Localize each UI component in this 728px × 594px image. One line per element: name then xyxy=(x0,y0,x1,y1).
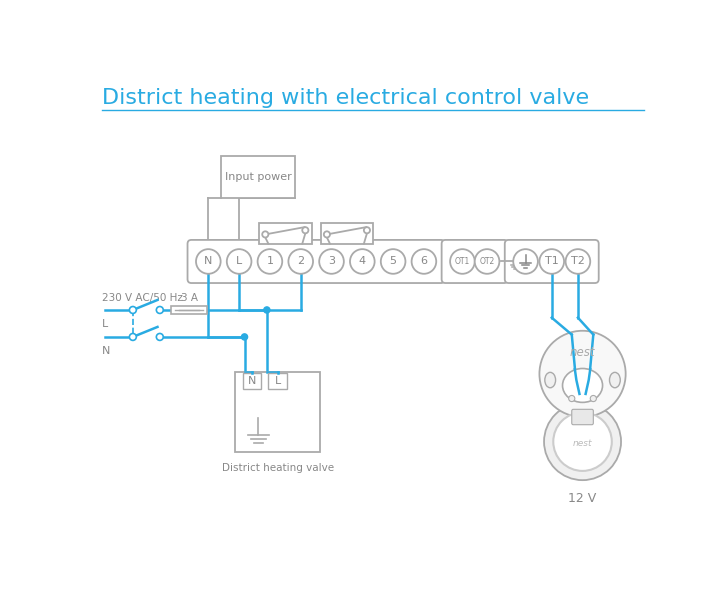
Circle shape xyxy=(264,307,270,313)
Circle shape xyxy=(258,249,282,274)
Circle shape xyxy=(566,249,590,274)
Circle shape xyxy=(157,307,163,314)
Text: T1: T1 xyxy=(545,257,558,267)
Text: 3 A: 3 A xyxy=(181,293,197,303)
Text: 4: 4 xyxy=(359,257,366,267)
FancyBboxPatch shape xyxy=(221,156,295,198)
FancyBboxPatch shape xyxy=(269,373,287,388)
Circle shape xyxy=(319,249,344,274)
Ellipse shape xyxy=(545,372,555,388)
FancyBboxPatch shape xyxy=(442,240,508,283)
Circle shape xyxy=(364,227,370,233)
Text: N: N xyxy=(248,376,256,386)
Text: OT2: OT2 xyxy=(480,257,495,266)
Text: OT1: OT1 xyxy=(455,257,470,266)
Text: 2: 2 xyxy=(297,257,304,267)
Circle shape xyxy=(302,227,309,233)
Text: nest: nest xyxy=(570,346,596,359)
Circle shape xyxy=(590,396,596,402)
Circle shape xyxy=(350,249,375,274)
Circle shape xyxy=(513,249,538,274)
FancyBboxPatch shape xyxy=(235,372,320,453)
Text: T2: T2 xyxy=(571,257,585,267)
Text: N: N xyxy=(102,346,111,356)
FancyBboxPatch shape xyxy=(321,223,373,244)
Circle shape xyxy=(130,307,136,314)
Circle shape xyxy=(553,412,612,471)
Circle shape xyxy=(196,249,221,274)
Text: District heating with electrical control valve: District heating with electrical control… xyxy=(102,89,589,108)
Circle shape xyxy=(475,249,499,274)
Text: District heating valve: District heating valve xyxy=(221,463,333,473)
Text: 230 V AC/50 Hz: 230 V AC/50 Hz xyxy=(102,293,183,304)
Circle shape xyxy=(539,249,564,274)
Circle shape xyxy=(130,333,136,340)
Circle shape xyxy=(288,249,313,274)
Text: 1: 1 xyxy=(266,257,274,267)
FancyBboxPatch shape xyxy=(188,240,445,283)
Text: L: L xyxy=(236,257,242,267)
FancyBboxPatch shape xyxy=(171,306,207,314)
Text: 5: 5 xyxy=(389,257,397,267)
Circle shape xyxy=(450,249,475,274)
Circle shape xyxy=(262,231,269,238)
Circle shape xyxy=(539,331,625,417)
Text: nest: nest xyxy=(573,440,593,448)
FancyBboxPatch shape xyxy=(243,373,261,388)
Ellipse shape xyxy=(609,372,620,388)
Circle shape xyxy=(157,333,163,340)
Circle shape xyxy=(324,231,330,238)
Text: 6: 6 xyxy=(421,257,427,267)
Text: N: N xyxy=(204,257,213,267)
Text: 12 V: 12 V xyxy=(569,492,597,505)
Circle shape xyxy=(569,396,575,402)
Circle shape xyxy=(381,249,405,274)
Text: 3: 3 xyxy=(328,257,335,267)
Circle shape xyxy=(227,249,251,274)
Text: L: L xyxy=(274,376,281,386)
Text: Input power: Input power xyxy=(225,172,291,182)
Circle shape xyxy=(411,249,436,274)
Circle shape xyxy=(242,334,248,340)
Circle shape xyxy=(544,403,621,480)
Text: L: L xyxy=(102,319,108,329)
FancyBboxPatch shape xyxy=(571,409,593,425)
FancyBboxPatch shape xyxy=(505,240,598,283)
Ellipse shape xyxy=(563,368,603,402)
FancyBboxPatch shape xyxy=(259,223,312,244)
